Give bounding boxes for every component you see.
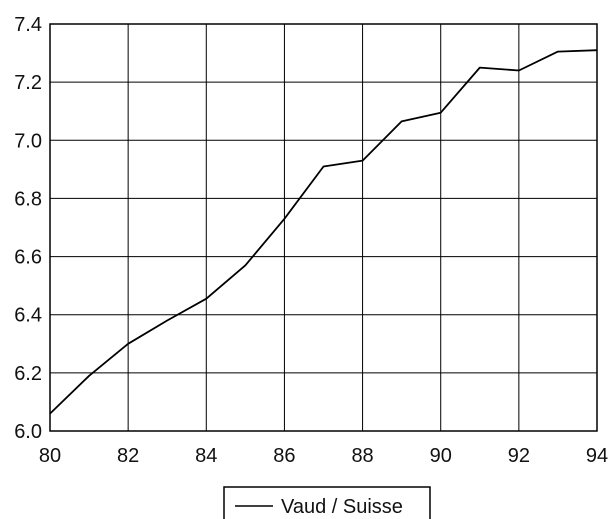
x-tick-label: 88 — [351, 445, 373, 467]
y-tick-label: 7.0 — [14, 130, 42, 152]
y-tick-label: 6.2 — [14, 363, 42, 385]
y-tick-label: 6.6 — [14, 247, 42, 269]
y-tick-label: 6.8 — [14, 188, 42, 210]
plot-area-frame — [49, 23, 598, 432]
x-tick-label: 84 — [195, 445, 217, 467]
y-tick-label: 6.0 — [14, 421, 42, 443]
y-tick-label: 6.4 — [14, 305, 42, 327]
series-line — [49, 49, 598, 415]
series-lines — [49, 49, 598, 415]
y-axis-tick-labels: 6.0 6.2 6.4 6.6 6.8 7.0 7.2 7.4 — [14, 14, 42, 443]
x-axis-tick-labels: 80 82 84 86 88 90 92 94 — [39, 445, 608, 467]
legend-label: Vaud / Suisse — [281, 496, 403, 518]
legend: Vaud / Suisse — [223, 486, 431, 519]
gridlines — [49, 23, 598, 432]
y-tick-label: 7.2 — [14, 72, 42, 94]
legend-box — [223, 486, 431, 519]
x-tick-label: 86 — [273, 445, 295, 467]
x-tick-label: 90 — [430, 445, 452, 467]
x-tick-label: 92 — [508, 445, 530, 467]
x-tick-label: 82 — [117, 445, 139, 467]
x-tick-label: 80 — [39, 445, 61, 467]
x-tick-label: 94 — [586, 445, 608, 467]
y-tick-label: 7.4 — [14, 14, 42, 36]
